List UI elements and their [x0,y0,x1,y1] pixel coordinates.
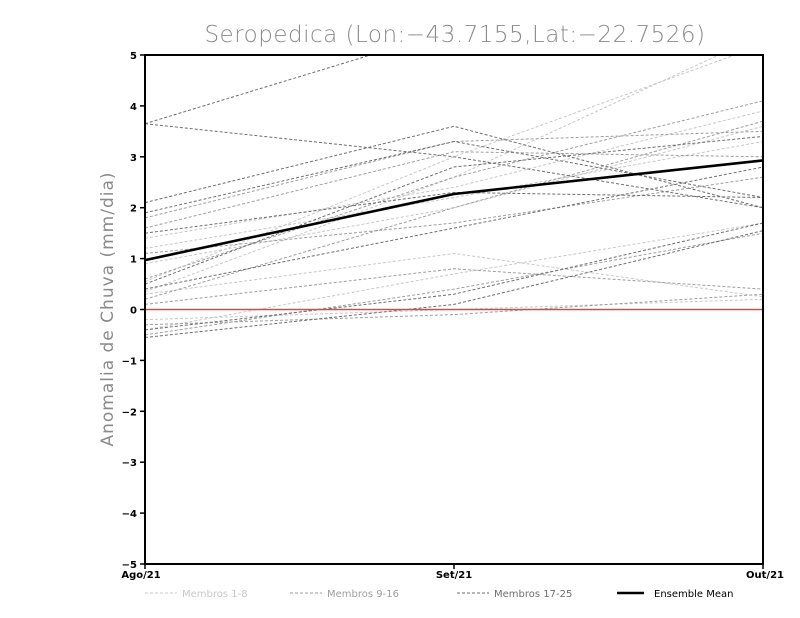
member-line-17 [145,55,373,125]
y-tick-label: 0 [130,306,137,317]
y-tick-label: −1 [122,356,137,367]
y-tick-label: −4 [122,509,137,520]
member-line-14 [145,100,763,280]
member-line-18 [145,123,763,209]
chart-title: Seropedica (Lon:−43.7155,Lat:−22.7526) [204,22,705,48]
ensemble-mean-layer [144,159,764,262]
member-line-15 [145,232,763,336]
member-line-24 [145,222,763,331]
member-line-12 [145,293,763,326]
y-tick-label: 3 [130,153,137,164]
y-tick-label: 4 [130,102,137,113]
y-axis-ticks: −5 −4 −3 −2 −1 0 1 2 3 4 5 [122,51,145,571]
member-line-11 [145,268,763,305]
member-line-5 [145,298,763,321]
series-layer [145,55,763,338]
y-tick-label: 2 [130,204,137,215]
member-line-25 [145,230,763,338]
y-tick-label: −5 [122,560,137,571]
legend: Membros 1-8 Membros 9-16 Membros 17-25 Ense… [145,589,733,600]
x-tick-label: Ago/21 [121,570,160,581]
member-line-2 [145,55,737,282]
member-line-7 [145,141,763,249]
y-tick-label: −2 [122,407,137,418]
legend-label: Membros 17-25 [494,589,572,600]
y-axis-label: Anomalia de Chuva (mm/dia) [98,171,118,446]
legend-label: Membros 9-16 [327,589,399,600]
member-line-20 [145,140,763,214]
member-line-10 [145,120,763,300]
member-line-3 [145,110,763,239]
member-line-8 [145,125,763,265]
member-line-19 [145,125,763,209]
legend-label: Membros 1-8 [182,589,248,600]
x-tick-label: Set/21 [436,570,472,581]
member-line-9 [145,151,763,229]
member-line-4 [145,252,763,298]
x-axis-ticks: Ago/21 Set/21 Out/21 [121,564,784,581]
member-line-16 [145,176,763,254]
member-line-21 [145,191,763,234]
ensemble-mean-line [144,159,764,262]
member-line-22 [145,135,763,285]
y-tick-label: 5 [130,51,137,62]
member-line-6 [145,222,763,331]
member-line-13 [145,130,763,219]
y-tick-label: 1 [130,255,137,266]
y-tick-label: −3 [122,458,137,469]
x-tick-label: Out/21 [746,570,784,581]
legend-label: Ensemble Mean [654,589,733,600]
member-line-23 [145,166,763,290]
